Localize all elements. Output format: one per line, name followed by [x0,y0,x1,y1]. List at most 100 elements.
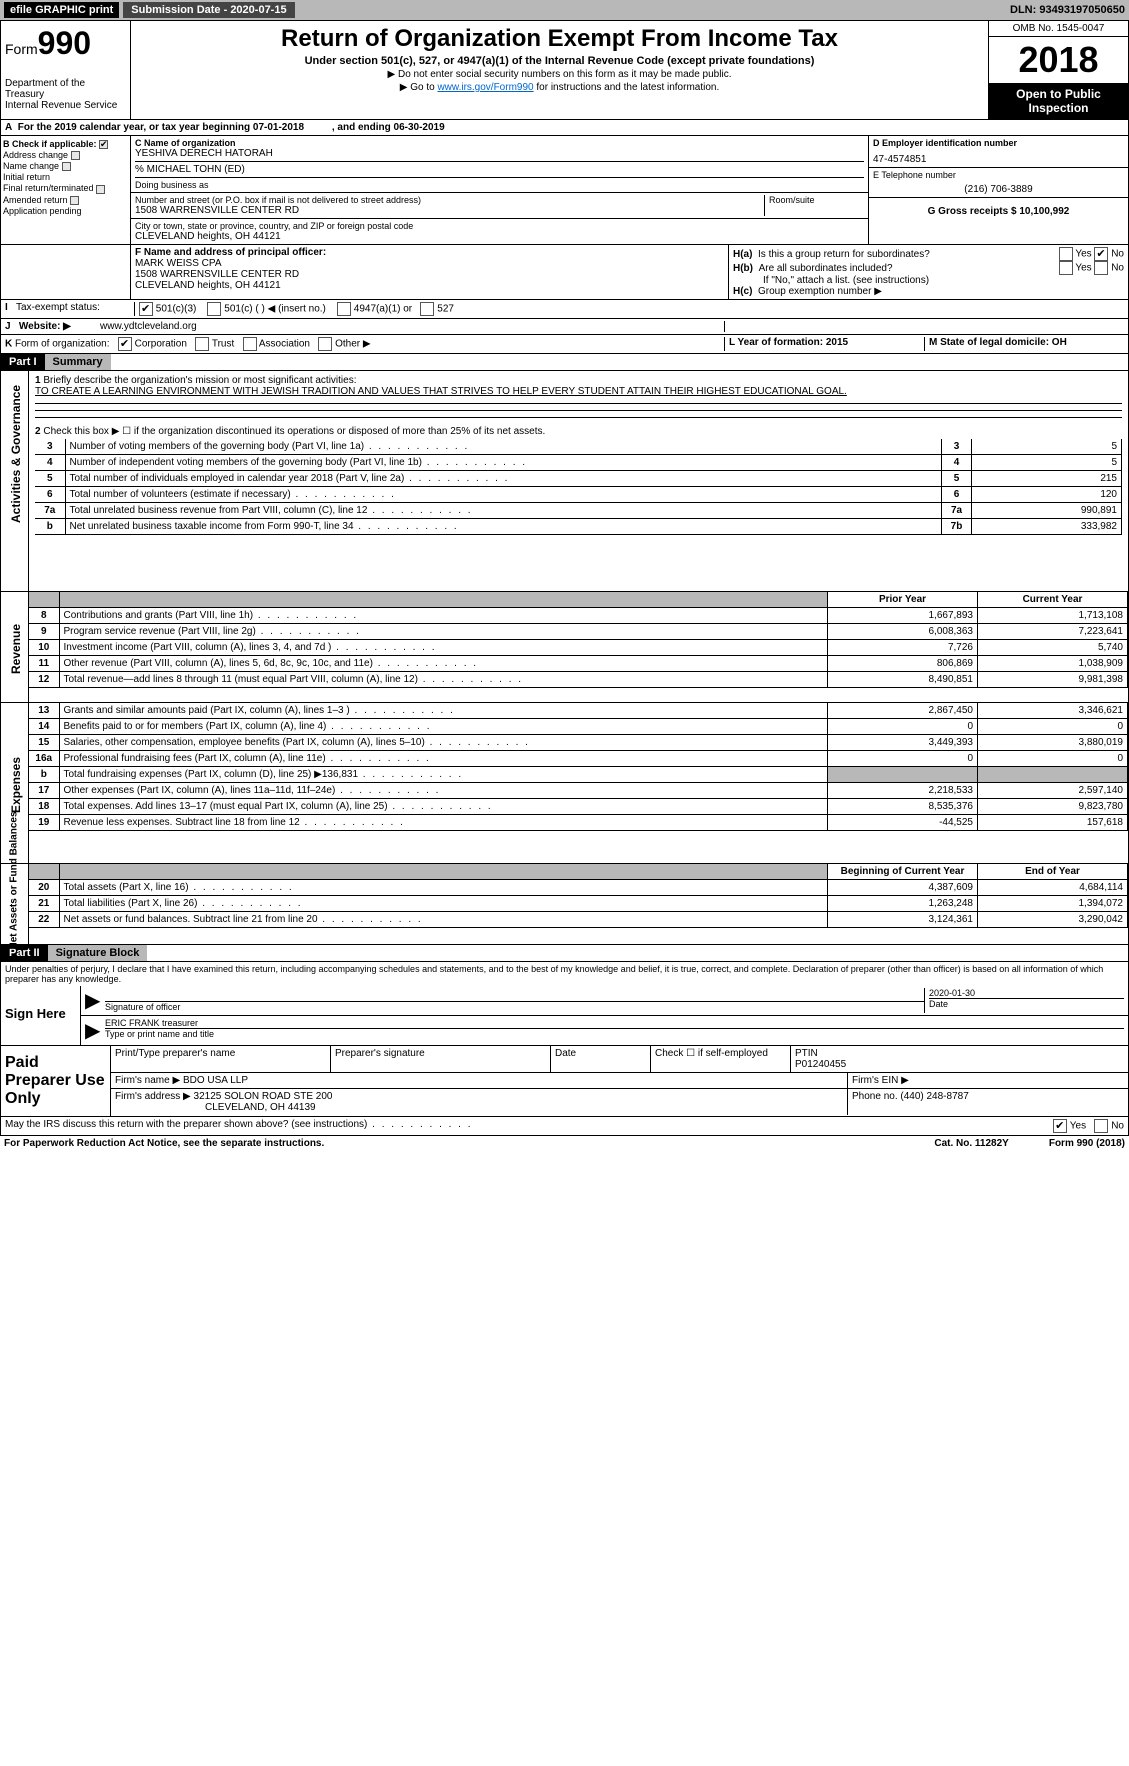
checkbox-icon[interactable] [1053,1119,1067,1133]
table-row: 11Other revenue (Part VIII, column (A), … [29,656,1128,672]
checkbox-icon[interactable] [1059,261,1073,275]
phone-cell: E Telephone number (216) 706-3889 [869,168,1128,198]
cb-label: Name change [3,161,59,171]
hb-note: If "No," attach a list. (see instruction… [733,275,1124,286]
row-a-ending: , and ending 06-30-2019 [332,122,445,133]
irs-link[interactable]: www.irs.gov/Form990 [437,82,533,93]
checkbox-icon[interactable] [62,162,71,171]
table-row: 22Net assets or fund balances. Subtract … [29,912,1128,928]
checkbox-icon[interactable] [243,337,257,351]
gross: G Gross receipts $ 10,100,992 [928,206,1070,217]
paid-preparer: Paid Preparer Use Only Print/Type prepar… [0,1046,1129,1117]
row-j: J Website: ▶ www.ydtcleveland.org [0,319,1129,335]
summary-net: Net Assets or Fund Balances Beginning of… [0,864,1129,945]
checkbox-icon[interactable] [139,302,153,316]
year-formation: L Year of formation: 2015 [729,337,848,348]
checkbox-icon[interactable] [71,151,80,160]
paid-line-3: Firm's address ▶ 32125 SOLON ROAD STE 20… [111,1089,1128,1115]
cb-final: Final return/terminated [3,183,128,193]
section-bcde: B Check if applicable: Address change Na… [0,136,1129,245]
vside-label: Net Assets or Fund Balances [9,860,20,950]
ha-text: Is this a group return for subordinates? [758,249,930,260]
k-prefix: K [5,339,12,350]
hc-label: H(c) [733,286,752,297]
officer-street: 1508 WARRENSVILLE CENTER RD [135,269,724,280]
cb-addr: Address change [3,150,128,160]
cb-label: Application pending [3,206,82,216]
dln: DLN: 93493197050650 [1010,4,1125,16]
topbar: efile GRAPHIC print Submission Date - 20… [0,0,1129,20]
table-row: 13Grants and similar amounts paid (Part … [29,703,1128,719]
yes-label: Yes [1075,249,1091,260]
org-name-cell: C Name of organization YESHIVA DERECH HA… [131,136,868,193]
table-row: 9Program service revenue (Part VIII, lin… [29,624,1128,640]
checkbox-icon[interactable] [118,337,132,351]
care-of: % MICHAEL TOHN (ED) [135,161,864,175]
table-row: 10Investment income (Part VIII, column (… [29,640,1128,656]
checkbox-icon[interactable] [1059,247,1073,261]
print-name-label: Print/Type preparer's name [111,1046,331,1072]
prep-sig-label: Preparer's signature [331,1046,551,1072]
opt-corp: Corporation [135,339,187,350]
sig-line: ▶ Signature of officer 2020-01-30 Date [81,986,1128,1016]
col-f-center: F Name and address of principal officer:… [131,245,728,299]
paid-line-1: Print/Type preparer's name Preparer's si… [111,1046,1128,1073]
opt-4947: 4947(a)(1) or [354,304,412,315]
cat-no: Cat. No. 11282Y [934,1138,1008,1149]
k-label: Form of organization: [15,339,110,350]
table-row: 16aProfessional fundraising fees (Part I… [29,751,1128,767]
checkbox-icon[interactable] [318,337,332,351]
table-row: 3Number of voting members of the governi… [35,439,1122,455]
discuss-text: May the IRS discuss this return with the… [5,1119,473,1133]
row-i: I Tax-exempt status: 501(c)(3) 501(c) ( … [0,300,1129,319]
firm-name-label: Firm's name ▶ [115,1075,180,1086]
checkbox-icon[interactable] [1094,247,1108,261]
ptin-label: PTIN [795,1048,1124,1059]
ha-label: H(a) [733,249,752,260]
header: Form990 Department of the Treasury Inter… [0,20,1129,120]
current-header: Current Year [1023,594,1083,605]
dept: Department of the Treasury [5,78,126,100]
row-a: A For the 2019 calendar year, or tax yea… [0,120,1129,136]
checkbox-icon[interactable] [337,302,351,316]
part1-label: Part I [1,354,45,370]
vside-label: Revenue [9,604,23,694]
table-row: 8Contributions and grants (Part VIII, li… [29,608,1128,624]
checkbox-icon[interactable] [99,140,108,149]
table-row: 5Total number of individuals employed in… [35,471,1122,487]
checkbox-icon[interactable] [96,185,105,194]
sig-date: 2020-01-30 [929,988,1124,998]
hb-label: H(b) [733,263,753,274]
no-label: No [1111,1121,1124,1132]
firm-addr2: CLEVELAND, OH 44139 [115,1102,843,1113]
table-row: 21Total liabilities (Part X, line 26)1,2… [29,896,1128,912]
end-header: End of Year [1025,866,1080,877]
col-b: B Check if applicable: Address change Na… [1,136,131,244]
row-a-text: For the 2019 calendar year, or tax year … [18,122,304,133]
yes-label: Yes [1070,1121,1086,1132]
subtitle: Under section 501(c), 527, or 4947(a)(1)… [135,55,984,67]
note2-pre: ▶ Go to [400,82,438,93]
cb-label: Address change [3,150,68,160]
checkbox-icon[interactable] [1094,1119,1108,1133]
col-b-header: B Check if applicable: [3,139,97,149]
checkbox-icon[interactable] [1094,261,1108,275]
officer-city: CLEVELAND heights, OH 44121 [135,280,724,291]
penalty-text: Under penalties of perjury, I declare th… [1,962,1128,986]
opt-501c3: 501(c)(3) [156,304,197,315]
domicile: M State of legal domicile: OH [929,337,1067,348]
note2-post: for instructions and the latest informat… [534,82,720,93]
checkbox-icon[interactable] [420,302,434,316]
paid-date-label: Date [551,1046,651,1072]
checkbox-icon[interactable] [70,196,79,205]
cb-label: Final return/terminated [3,183,94,193]
hb-text: Are all subordinates included? [759,263,893,274]
sign-row: Sign Here ▶ Signature of officer 2020-01… [1,986,1128,1045]
exp-table: 13Grants and similar amounts paid (Part … [29,703,1128,831]
sign-right: ▶ Signature of officer 2020-01-30 Date ▶… [81,986,1128,1045]
vside-revenue: Revenue [1,592,29,702]
checkbox-icon[interactable] [195,337,209,351]
ein-label: D Employer identification number [873,138,1124,148]
checkbox-icon[interactable] [207,302,221,316]
cb-pending: Application pending [3,206,128,216]
